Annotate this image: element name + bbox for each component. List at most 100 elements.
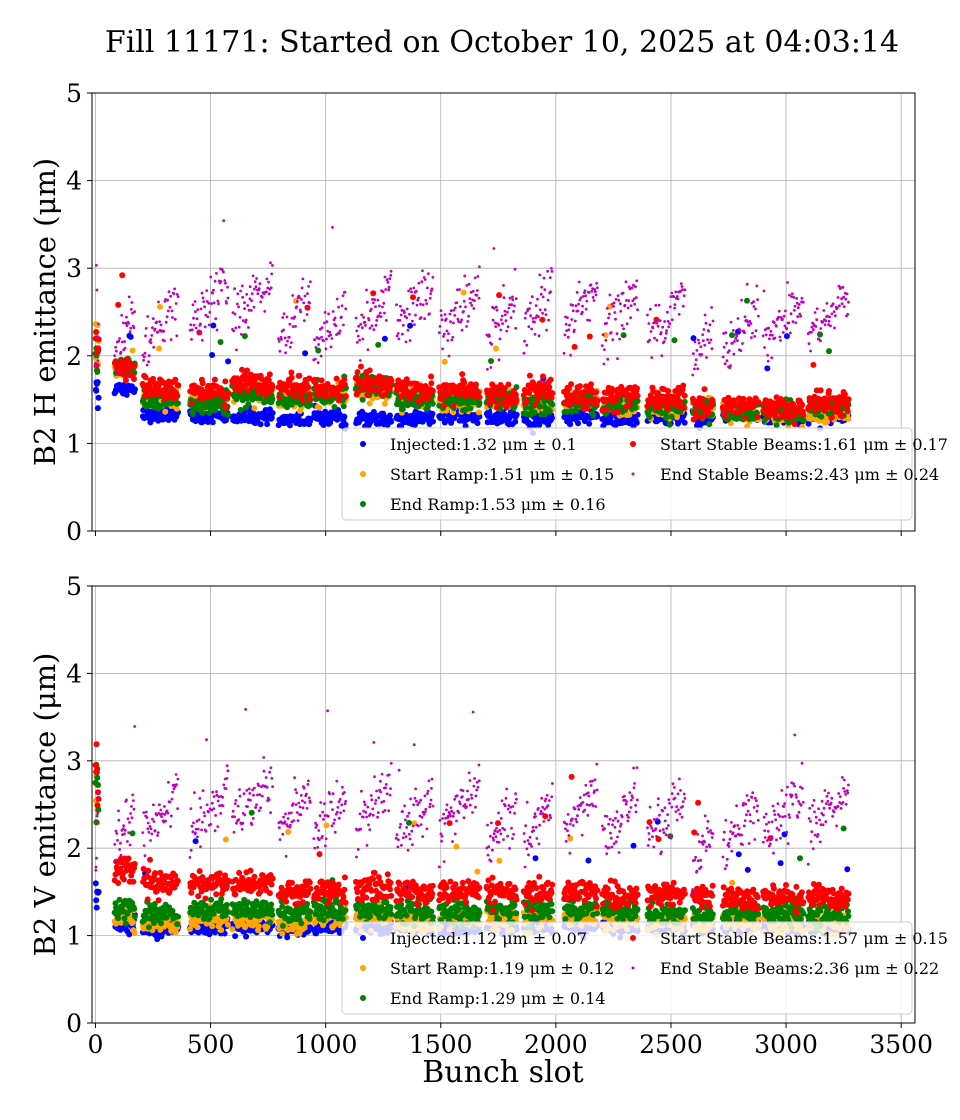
data-point xyxy=(734,337,737,340)
data-point xyxy=(649,330,653,333)
data-point xyxy=(451,335,455,339)
data-point xyxy=(777,309,781,313)
data-point xyxy=(307,396,314,403)
data-point xyxy=(269,396,276,403)
data-point xyxy=(740,298,743,302)
data-point xyxy=(732,352,736,356)
data-point xyxy=(303,294,307,298)
data-point xyxy=(761,334,765,338)
data-point xyxy=(131,362,138,369)
data-point xyxy=(358,359,362,362)
data-point xyxy=(323,311,327,314)
data-point xyxy=(707,329,711,333)
data-point xyxy=(94,361,97,365)
data-point xyxy=(398,319,402,322)
data-point xyxy=(507,306,511,310)
data-point xyxy=(501,322,504,325)
legend-marker xyxy=(630,441,636,447)
data-point xyxy=(405,307,409,311)
data-point xyxy=(757,314,760,318)
data-point xyxy=(243,301,246,305)
data-point xyxy=(208,310,212,314)
data-point xyxy=(616,294,620,297)
data-point xyxy=(329,345,333,349)
data-point xyxy=(755,399,762,406)
data-point xyxy=(95,288,99,292)
data-point xyxy=(751,331,754,335)
data-point xyxy=(152,345,156,349)
data-point xyxy=(369,307,373,311)
y-tick-label: 5 xyxy=(66,572,82,601)
data-point xyxy=(532,401,539,408)
data-point xyxy=(810,361,817,368)
data-point xyxy=(680,285,684,288)
data-point xyxy=(331,404,338,410)
data-point xyxy=(505,381,512,388)
data-point xyxy=(741,342,744,345)
data-point xyxy=(586,420,593,427)
data-point xyxy=(386,385,393,392)
data-point xyxy=(789,400,796,407)
data-point xyxy=(620,324,624,327)
data-point xyxy=(382,301,386,305)
data-point xyxy=(579,296,583,300)
data-point xyxy=(163,339,166,343)
data-point xyxy=(540,285,544,289)
data-point xyxy=(224,412,231,418)
data-point xyxy=(636,308,639,312)
data-point xyxy=(114,349,118,353)
data-point xyxy=(316,361,320,364)
data-point xyxy=(609,331,613,334)
data-point xyxy=(359,322,363,326)
data-point xyxy=(366,348,370,352)
data-point xyxy=(523,397,530,404)
data-point xyxy=(701,333,705,336)
data-point xyxy=(588,381,594,388)
data-point xyxy=(132,326,136,330)
data-point xyxy=(585,299,589,303)
data-point xyxy=(767,326,771,330)
data-point xyxy=(95,345,102,352)
data-point xyxy=(577,302,580,306)
data-point xyxy=(530,327,533,331)
data-point xyxy=(654,303,658,307)
data-point xyxy=(683,288,687,292)
data-point xyxy=(574,304,578,308)
data-point xyxy=(363,320,367,324)
data-point xyxy=(772,413,779,420)
data-point xyxy=(799,314,802,318)
data-point xyxy=(589,283,593,287)
data-point xyxy=(749,322,753,325)
data-point xyxy=(266,371,273,378)
data-point xyxy=(530,295,534,299)
data-point xyxy=(190,338,193,341)
data-point xyxy=(476,275,480,278)
data-point xyxy=(192,838,199,845)
data-point xyxy=(449,320,452,324)
data-point xyxy=(404,340,408,344)
data-point xyxy=(331,310,335,313)
data-point xyxy=(586,333,593,340)
data-point xyxy=(477,296,481,300)
data-point xyxy=(95,394,102,401)
data-point xyxy=(354,389,361,395)
data-point xyxy=(618,302,622,306)
data-point xyxy=(119,272,126,279)
data-point xyxy=(577,383,583,390)
data-point xyxy=(117,372,120,376)
data-point xyxy=(476,399,483,406)
data-point xyxy=(603,348,606,351)
data-point xyxy=(612,301,616,305)
data-point xyxy=(211,376,218,383)
data-point xyxy=(563,333,567,337)
data-point xyxy=(506,310,509,314)
data-point xyxy=(528,307,531,311)
data-point xyxy=(210,302,214,305)
data-point xyxy=(247,326,250,329)
data-point xyxy=(291,325,295,328)
data-point xyxy=(329,333,332,337)
data-point xyxy=(236,292,240,296)
data-point xyxy=(735,334,739,338)
data-point xyxy=(494,325,498,328)
